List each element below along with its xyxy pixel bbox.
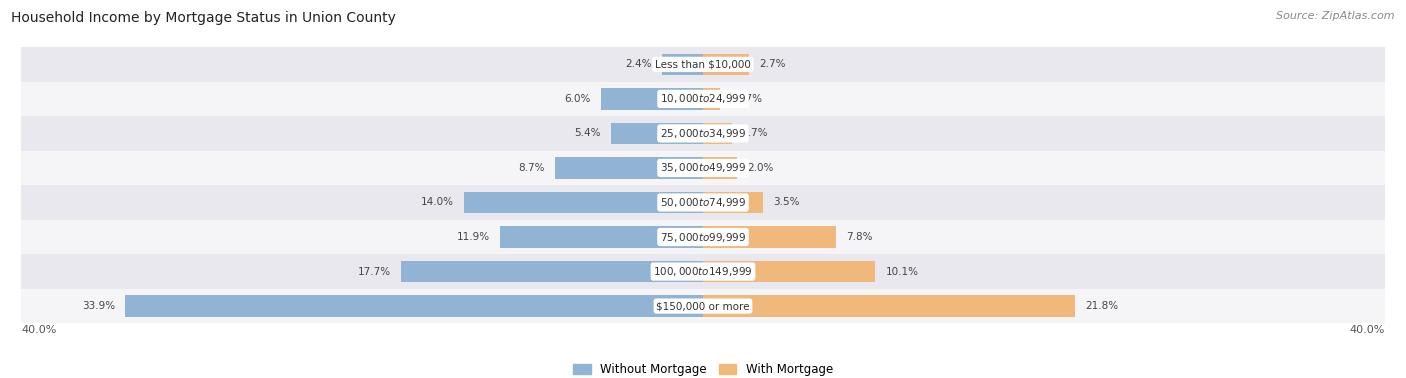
Text: Household Income by Mortgage Status in Union County: Household Income by Mortgage Status in U… (11, 11, 396, 25)
Text: 17.7%: 17.7% (359, 266, 391, 277)
Text: 40.0%: 40.0% (1350, 325, 1385, 335)
Bar (401, 261, 703, 282)
Bar (21, 47, 1385, 82)
Bar (703, 192, 762, 213)
Text: Source: ZipAtlas.com: Source: ZipAtlas.com (1277, 11, 1395, 21)
Text: 6.0%: 6.0% (564, 94, 591, 104)
Bar (464, 192, 703, 213)
Bar (21, 116, 1385, 151)
Bar (21, 289, 1385, 323)
Bar (125, 295, 703, 317)
Text: $75,000 to $99,999: $75,000 to $99,999 (659, 231, 747, 243)
Bar (600, 88, 703, 110)
Text: 8.7%: 8.7% (517, 163, 544, 173)
Text: 10.1%: 10.1% (886, 266, 918, 277)
Bar (555, 157, 703, 179)
Text: 3.5%: 3.5% (773, 197, 800, 208)
Text: 21.8%: 21.8% (1085, 301, 1118, 311)
Text: 2.4%: 2.4% (626, 59, 652, 69)
Text: $10,000 to $24,999: $10,000 to $24,999 (659, 92, 747, 105)
Text: 40.0%: 40.0% (21, 325, 56, 335)
Bar (21, 151, 1385, 185)
Text: 2.7%: 2.7% (759, 59, 786, 69)
Bar (21, 220, 1385, 254)
Text: 2.0%: 2.0% (748, 163, 773, 173)
Text: 14.0%: 14.0% (422, 197, 454, 208)
Legend: Without Mortgage, With Mortgage: Without Mortgage, With Mortgage (568, 358, 838, 378)
Text: 5.4%: 5.4% (574, 129, 600, 138)
Bar (662, 54, 703, 75)
Text: $25,000 to $34,999: $25,000 to $34,999 (659, 127, 747, 140)
Text: 33.9%: 33.9% (82, 301, 115, 311)
Bar (21, 82, 1385, 116)
Bar (21, 254, 1385, 289)
Text: $100,000 to $149,999: $100,000 to $149,999 (654, 265, 752, 278)
Bar (703, 261, 875, 282)
Bar (703, 295, 1074, 317)
Text: 0.97%: 0.97% (730, 94, 763, 104)
Text: 1.7%: 1.7% (742, 129, 769, 138)
Bar (703, 226, 837, 248)
Bar (21, 185, 1385, 220)
Bar (612, 123, 703, 144)
Bar (703, 88, 720, 110)
Bar (501, 226, 703, 248)
Text: $50,000 to $74,999: $50,000 to $74,999 (659, 196, 747, 209)
Bar (703, 157, 737, 179)
Text: Less than $10,000: Less than $10,000 (655, 59, 751, 69)
Text: $35,000 to $49,999: $35,000 to $49,999 (659, 161, 747, 175)
Text: 7.8%: 7.8% (846, 232, 873, 242)
Bar (703, 123, 733, 144)
Bar (703, 54, 749, 75)
Text: $150,000 or more: $150,000 or more (657, 301, 749, 311)
Text: 11.9%: 11.9% (457, 232, 489, 242)
